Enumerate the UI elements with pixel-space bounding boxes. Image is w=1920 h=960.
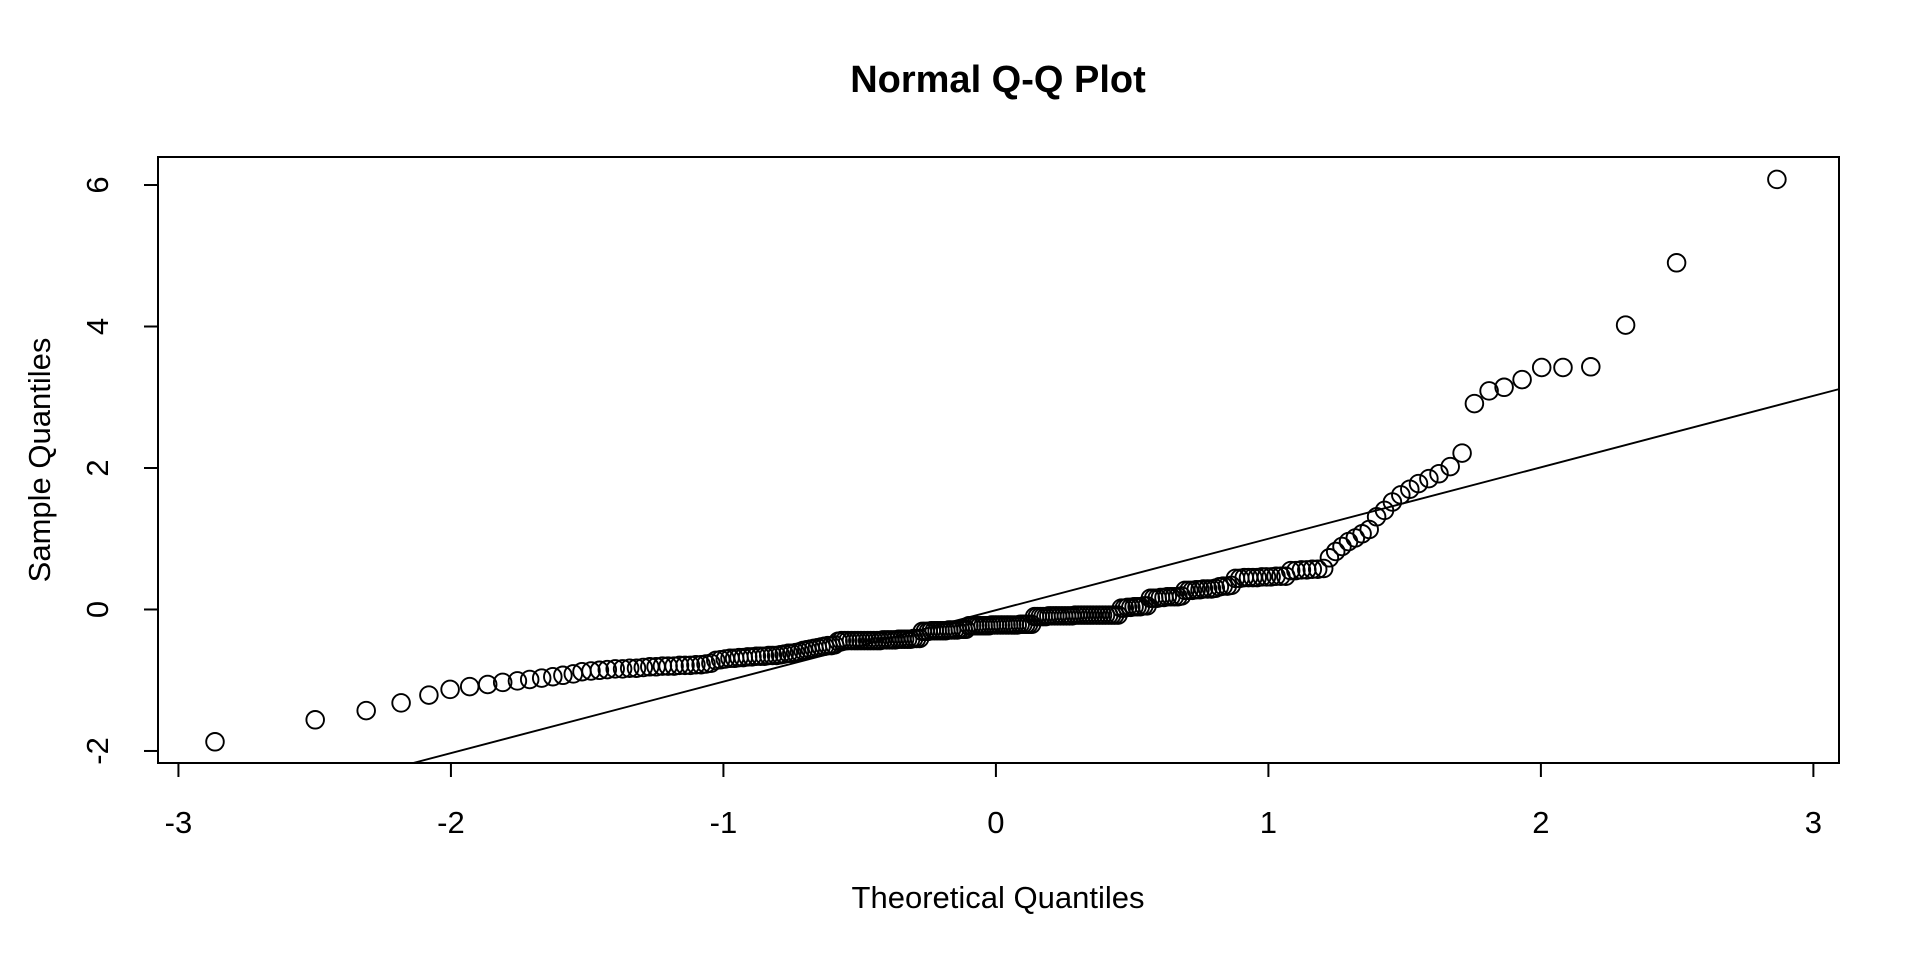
data-points — [205, 169, 1787, 752]
y-tick-label: 6 — [80, 176, 115, 193]
data-point — [1464, 393, 1485, 414]
data-point — [1429, 463, 1449, 484]
axis-ticks: -3 -2 -1 0 1 2 3 -2 0 2 4 6 — [80, 176, 1822, 840]
data-point — [1512, 369, 1532, 390]
data-point — [1452, 443, 1472, 463]
x-axis-title: Theoretical Quantiles — [852, 880, 1145, 915]
data-point — [419, 685, 439, 705]
data-point — [519, 669, 540, 690]
y-tick-label: -2 — [80, 737, 115, 765]
chart-title: Normal Q-Q Plot — [850, 59, 1146, 101]
x-tick-label: -1 — [710, 805, 738, 840]
data-point — [1440, 456, 1460, 477]
data-point — [589, 660, 610, 681]
data-point — [612, 659, 633, 679]
data-point — [686, 654, 706, 675]
y-axis-title: Sample Quantiles — [22, 338, 57, 583]
data-point — [507, 671, 528, 691]
data-point — [669, 655, 690, 676]
data-point — [440, 679, 460, 700]
data-point — [581, 661, 601, 681]
data-point — [1494, 377, 1514, 398]
data-point — [701, 653, 721, 673]
x-tick-label: 3 — [1805, 805, 1822, 840]
data-point — [492, 672, 513, 693]
y-tick-label: 4 — [80, 318, 115, 335]
data-point — [675, 655, 695, 676]
data-point — [477, 674, 498, 695]
data-point — [680, 655, 701, 676]
data-point — [1553, 357, 1573, 378]
data-point — [305, 710, 325, 730]
data-point — [633, 657, 654, 678]
data-point — [1313, 558, 1334, 579]
data-point — [605, 659, 625, 679]
data-point — [205, 732, 225, 752]
y-tick-label: 0 — [80, 601, 115, 618]
x-tick-label: 1 — [1260, 805, 1277, 840]
data-point — [459, 676, 480, 697]
data-point — [391, 693, 411, 713]
data-point — [1291, 560, 1312, 580]
data-point — [1666, 253, 1687, 273]
qq-reference-line — [412, 388, 1840, 764]
reference-line — [412, 388, 1840, 764]
data-point — [1419, 468, 1439, 489]
data-point — [1325, 541, 1346, 562]
data-point — [543, 666, 563, 687]
data-point — [553, 665, 573, 686]
x-tick-label: 2 — [1532, 805, 1549, 840]
data-point — [1408, 473, 1429, 494]
data-point — [1319, 548, 1340, 568]
data-point — [1256, 567, 1277, 587]
data-point — [626, 658, 647, 678]
y-tick-label: 2 — [80, 459, 115, 476]
data-point — [531, 668, 552, 688]
data-point — [597, 659, 618, 680]
data-point — [1479, 381, 1499, 401]
data-point — [356, 700, 376, 721]
data-point — [1767, 169, 1787, 190]
data-point — [1302, 559, 1323, 579]
data-point — [1286, 560, 1306, 581]
data-point — [1307, 559, 1328, 579]
x-tick-label: 0 — [987, 805, 1004, 840]
data-point — [1531, 357, 1552, 378]
data-point — [619, 658, 640, 678]
data-point — [1581, 357, 1601, 377]
plot-box — [157, 156, 1840, 764]
data-point — [1280, 560, 1301, 581]
x-tick-label: -2 — [437, 805, 465, 840]
x-tick-label: -3 — [165, 805, 193, 840]
data-point — [1615, 315, 1636, 335]
data-point — [1252, 567, 1272, 587]
